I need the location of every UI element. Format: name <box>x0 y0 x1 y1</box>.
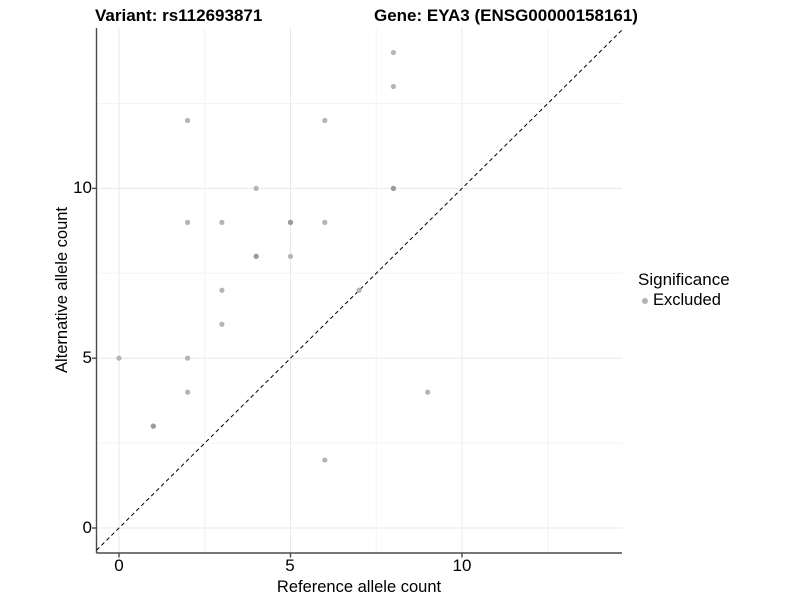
excluded-point-icon <box>642 297 648 304</box>
x-tick-label-10: 10 <box>452 556 472 575</box>
legend-item-excluded: Excluded <box>642 291 721 310</box>
x-tick-label-5: 5 <box>285 556 295 575</box>
gene-title: Gene: EYA3 (ENSG00000158161) <box>374 6 638 25</box>
x-tick-label-0: 0 <box>114 556 124 575</box>
legend-item-label: Excluded <box>653 291 721 309</box>
x-axis-title: Reference allele count <box>276 578 442 596</box>
variant-title: Variant: rs112693871 <box>95 6 263 25</box>
legend-title: Significance <box>638 270 730 289</box>
y-tick-label-0: 0 <box>82 518 92 537</box>
y-tick-label-5: 5 <box>82 348 92 367</box>
y-axis-title: Alternative allele count <box>53 206 71 374</box>
y-tick-label-10: 10 <box>73 178 92 197</box>
